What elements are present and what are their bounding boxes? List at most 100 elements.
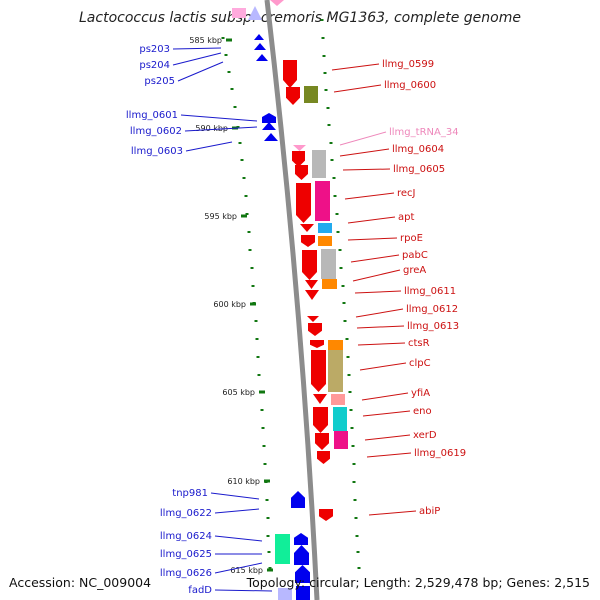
gene-llmg-0612 [307, 316, 319, 322]
right-label-leader [362, 410, 411, 417]
gene-eno-partner [333, 407, 347, 431]
left-gene-label: llmg_0626 [160, 568, 212, 579]
gene-clpc [311, 350, 326, 392]
gene-llmg-0619 [317, 451, 330, 464]
gene-grea [305, 280, 318, 289]
gene-ps203 [254, 34, 264, 40]
track-tick-left [261, 427, 265, 429]
left-label-leader [177, 61, 224, 82]
track-tick-left [257, 374, 261, 376]
right-gene-label: clpC [409, 358, 431, 369]
gene-llmg-0611 [305, 290, 319, 300]
track-tick-right [330, 159, 334, 161]
gene-ctsr [310, 340, 324, 348]
left-label-leader [214, 535, 263, 542]
major-tick [267, 568, 273, 572]
accession-text: Accession: NC_009004 [9, 575, 152, 590]
left-gene-label: llmg_0624 [160, 531, 212, 542]
right-label-leader [357, 342, 406, 346]
right-label-leader [355, 308, 404, 318]
right-label-leader [347, 237, 398, 241]
track-tick-right [338, 249, 342, 251]
track-tick-right [341, 285, 345, 287]
tick-label: 590 kbp [195, 124, 228, 133]
track-tick-left [251, 285, 255, 287]
right-label-leader [352, 269, 401, 282]
gene-llmg-0599b [286, 87, 300, 105]
track-tick-right [357, 567, 361, 569]
left-gene-label: fadD [188, 585, 212, 596]
genome-backbone [264, 0, 320, 600]
track-tick-right [348, 391, 352, 393]
left-gene-label: ps204 [139, 60, 170, 71]
right-label-leader [342, 168, 391, 171]
right-gene-label: eno [413, 406, 432, 417]
right-label-leader [364, 434, 411, 441]
right-label-leader [344, 192, 395, 200]
track-tick-left [227, 71, 231, 73]
left-label-leader [172, 52, 222, 66]
right-gene-label: recJ [397, 188, 416, 199]
track-tick-left [244, 195, 248, 197]
right-label-leader [339, 148, 390, 157]
right-gene-label: abiP [419, 506, 440, 517]
track-tick-right [347, 374, 351, 376]
left-label-leader [214, 562, 263, 574]
track-tick-right [332, 177, 336, 179]
gene-xerd [315, 433, 329, 450]
left-gene-label: ps203 [139, 44, 170, 55]
track-tick-right [345, 338, 349, 340]
gene-clpc-partner [328, 340, 343, 392]
left-gene-label: llmg_0601 [126, 110, 178, 121]
track-tick-right [320, 19, 324, 21]
left-gene-label: llmg_0622 [160, 508, 212, 519]
gene-llmg-0600 [304, 86, 318, 103]
track-tick-left [254, 320, 258, 322]
gene-yfia-partner [331, 394, 345, 405]
right-label-leader [331, 63, 380, 71]
gene-llmg-0601 [262, 113, 276, 123]
major-tick [250, 302, 256, 306]
right-gene-label: ctsR [408, 338, 430, 349]
right-gene-label: llmg_tRNA_34 [389, 127, 459, 138]
track-tick-left [238, 142, 242, 144]
tick-label: 585 kbp [189, 36, 222, 45]
track-tick-left [240, 159, 244, 161]
right-label-leader [366, 452, 412, 458]
right-gene-label: llmg_0604 [392, 144, 444, 155]
track-tick-right [354, 517, 358, 519]
track-tick-left [266, 535, 270, 537]
right-gene-label: pabC [402, 250, 428, 261]
track-tick-right [323, 72, 327, 74]
gene-pabc [302, 250, 317, 280]
track-tick-left [242, 177, 246, 179]
track-tick-left [262, 445, 266, 447]
right-label-leader [359, 362, 407, 371]
right-label-leader [354, 290, 402, 294]
right-label-leader [350, 254, 400, 263]
right-gene-label: xerD [413, 430, 437, 441]
gene-eno [313, 407, 328, 433]
track-tick-right [349, 409, 353, 411]
gene-grea-partner [322, 279, 337, 289]
right-label-leader [347, 216, 396, 224]
right-gene-label: greA [403, 265, 426, 276]
track-tick-right [326, 107, 330, 109]
gene-llmg-0599 [283, 60, 297, 88]
track-tick-right [353, 499, 357, 501]
right-gene-label: llmg_0619 [414, 448, 466, 459]
track-tick-left [245, 213, 249, 215]
left-gene-label: tnp981 [172, 488, 208, 499]
track-tick-right [351, 445, 355, 447]
track-tick-right [335, 213, 339, 215]
tick-label: 610 kbp [227, 477, 260, 486]
major-tick [259, 390, 265, 394]
track-tick-left [263, 463, 267, 465]
track-tick-left [268, 567, 272, 569]
right-label-leader [356, 325, 405, 329]
track-tick-right [321, 37, 325, 39]
track-tick-left [267, 551, 271, 553]
gene-recj [296, 183, 311, 223]
gene-tnp981 [291, 491, 305, 508]
tick-label: 595 kbp [204, 212, 237, 221]
